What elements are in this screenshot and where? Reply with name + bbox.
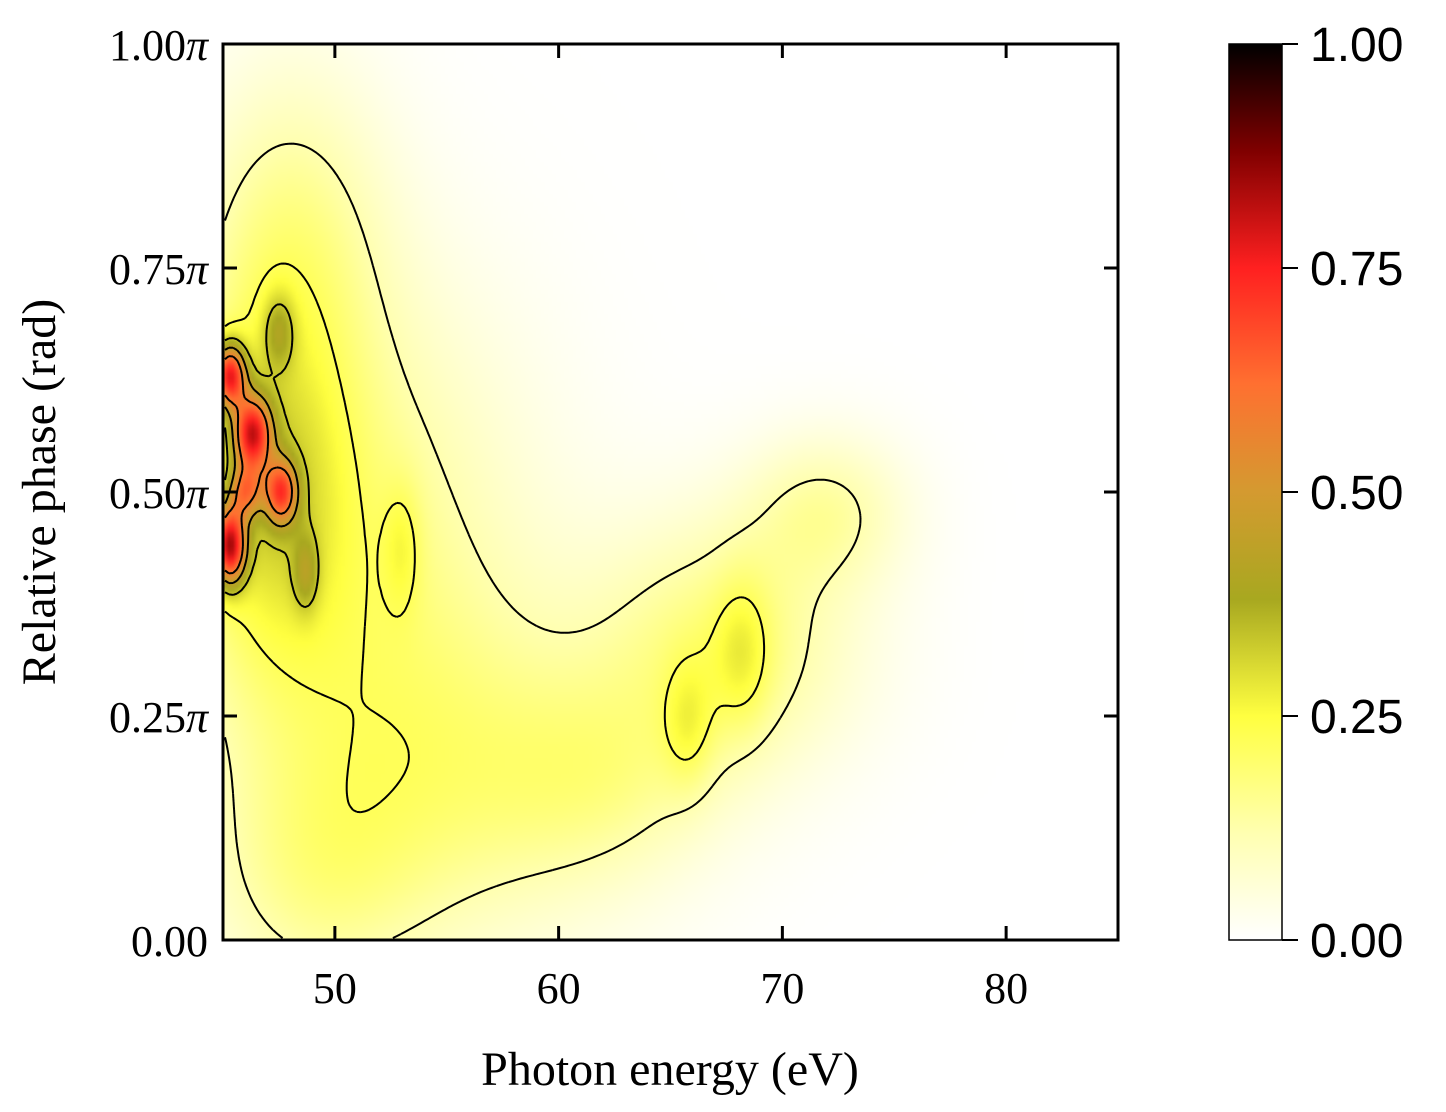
x-tick-label: 50 xyxy=(313,964,357,1013)
y-tick-value: 0.25 xyxy=(109,693,186,742)
x-tick-label: 80 xyxy=(984,964,1028,1013)
colorbar-tick-label: 0.50 xyxy=(1310,467,1403,520)
colorbar-tick-label: 0.00 xyxy=(1310,915,1403,968)
y-tick-pi: π xyxy=(186,245,210,294)
contour-level xyxy=(224,303,320,609)
colorbar-tick-label: 0.75 xyxy=(1310,243,1403,296)
x-tick-label: 70 xyxy=(760,964,804,1013)
y-tick-label: 0.25π xyxy=(109,693,210,742)
x-axis-ticks: 50 60 70 80 xyxy=(313,44,1028,1013)
colorbar-tick-label: 1.00 xyxy=(1310,19,1403,72)
y-axis-label: Relative phase (rad) xyxy=(13,299,66,685)
colorbar-ticks: 0.00 0.25 0.50 0.75 1.00 xyxy=(1282,19,1403,968)
contour-lines xyxy=(224,142,862,939)
colorbar: 0.00 0.25 0.50 0.75 1.00 xyxy=(1228,19,1403,968)
y-tick-label: 0.75π xyxy=(109,245,210,294)
contour-level xyxy=(224,346,300,585)
colorbar-fill xyxy=(1228,43,1283,941)
plot-area xyxy=(221,42,1120,942)
contour-level xyxy=(224,262,766,814)
contour-level xyxy=(224,142,862,939)
x-tick-label: 60 xyxy=(537,964,581,1013)
y-tick-pi: π xyxy=(186,693,210,742)
contour-level xyxy=(224,355,293,575)
y-tick-label: 0.00 xyxy=(131,917,208,966)
colorbar-tick-label: 0.25 xyxy=(1310,691,1403,744)
x-axis-label: Photon energy (eV) xyxy=(481,1043,859,1096)
heatmap-image xyxy=(223,44,1118,940)
y-tick-label: 0.50π xyxy=(109,469,210,518)
y-tick-value: 1.00 xyxy=(109,21,186,70)
y-tick-value: 0.75 xyxy=(109,245,186,294)
y-tick-value: 0.00 xyxy=(131,917,208,966)
y-tick-value: 0.50 xyxy=(109,469,186,518)
y-tick-pi: π xyxy=(186,21,210,70)
y-tick-label: 1.00π xyxy=(109,21,210,70)
y-tick-pi: π xyxy=(186,469,210,518)
